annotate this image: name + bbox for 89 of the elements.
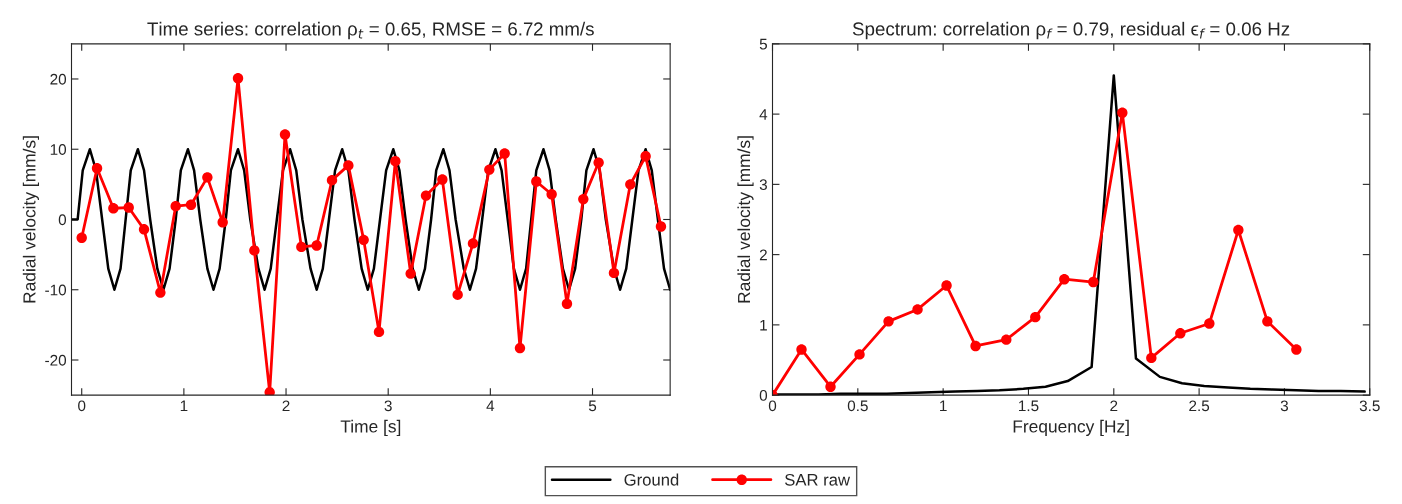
point <box>123 202 134 213</box>
point <box>138 224 150 235</box>
x-axis-title: Time [s] <box>340 419 401 436</box>
point <box>546 188 557 200</box>
point <box>1291 344 1302 355</box>
x-tick-label: 0.5 <box>847 400 868 412</box>
point <box>514 342 526 354</box>
x-tick-label: 2 <box>1110 400 1118 412</box>
point <box>91 163 103 174</box>
point <box>1233 224 1244 236</box>
legend-label: Ground <box>624 473 679 486</box>
point <box>854 349 865 360</box>
point <box>264 387 275 396</box>
point <box>578 193 589 205</box>
point <box>1030 311 1041 323</box>
point <box>1204 318 1215 329</box>
point <box>108 203 119 214</box>
y-axis-title: Radial velocity [mm/s] <box>737 136 754 303</box>
y-tick-label: 20 <box>50 73 67 85</box>
point <box>1059 274 1070 285</box>
point <box>796 344 807 355</box>
point <box>311 240 322 251</box>
point <box>217 217 228 228</box>
chart-title: Time series: correlation ρ$_{t}$ = 0.65, RMSE = 6.72 mm/s <box>147 21 594 40</box>
y-tick-label: 0 <box>58 214 67 226</box>
x-tick-label: 3 <box>384 400 392 412</box>
y-axis-title: Radial velocity [mm/s] <box>22 136 40 303</box>
x-tick-label: 2.5 <box>1189 400 1210 412</box>
point <box>561 298 573 310</box>
x-tick-label: 1 <box>180 400 188 412</box>
x-tick-label: 5 <box>588 400 597 412</box>
point <box>825 381 836 392</box>
point <box>249 245 260 256</box>
point <box>970 340 981 352</box>
x-tick-label: 1.5 <box>1019 400 1039 412</box>
point <box>1262 316 1273 327</box>
point <box>467 238 479 249</box>
point <box>1175 328 1186 339</box>
x-tick-label: 4 <box>486 400 495 412</box>
point <box>1117 107 1128 118</box>
x-tick-label: 2 <box>282 400 290 412</box>
point <box>202 172 213 183</box>
point <box>499 148 510 159</box>
y-tick-label: 10 <box>50 144 67 155</box>
point <box>941 280 952 291</box>
point <box>76 232 87 243</box>
point <box>640 151 651 162</box>
point <box>1146 352 1157 364</box>
point <box>326 174 338 186</box>
point <box>437 174 448 185</box>
point <box>155 287 166 298</box>
y-tick-label: 1 <box>760 319 767 331</box>
legend-label: SAR raw <box>785 473 851 486</box>
y-tick-label: 0 <box>759 390 768 401</box>
point <box>883 316 894 327</box>
y-tick-label: 5 <box>759 38 767 50</box>
point <box>296 241 307 253</box>
point <box>625 179 636 190</box>
point <box>593 157 604 168</box>
x-tick-label: 3.5 <box>1359 400 1380 412</box>
x-tick-label: 1 <box>940 400 947 412</box>
x-tick-label: 0 <box>78 400 86 412</box>
point <box>405 268 416 279</box>
point <box>655 221 667 232</box>
y-tick-label: 3 <box>759 179 767 191</box>
point <box>912 304 923 315</box>
point <box>343 160 354 171</box>
y-tick-label: 2 <box>759 249 767 261</box>
x-tick-label: 3 <box>1280 400 1289 412</box>
point <box>420 190 432 201</box>
point <box>1001 334 1012 345</box>
x-axis-title: Frequency [Hz] <box>1013 419 1129 436</box>
point <box>1088 276 1099 288</box>
point <box>185 199 197 210</box>
point <box>452 289 463 300</box>
point <box>170 200 181 212</box>
y-tick-label: -10 <box>45 284 67 296</box>
point <box>531 176 542 187</box>
point <box>484 164 495 175</box>
point <box>390 155 401 167</box>
point <box>608 267 620 279</box>
y-tick-label: 4 <box>759 109 768 120</box>
chart-title: Spectrum: correlation ρ$_{f}$ = 0.79, residual ϵ$_{f}$ = 0.06 Hz <box>852 21 1290 40</box>
x-tick-label: 0 <box>768 400 777 412</box>
point <box>373 326 385 338</box>
point <box>279 129 291 140</box>
point <box>232 73 244 84</box>
y-tick-label: -20 <box>45 354 67 366</box>
point <box>358 234 369 246</box>
